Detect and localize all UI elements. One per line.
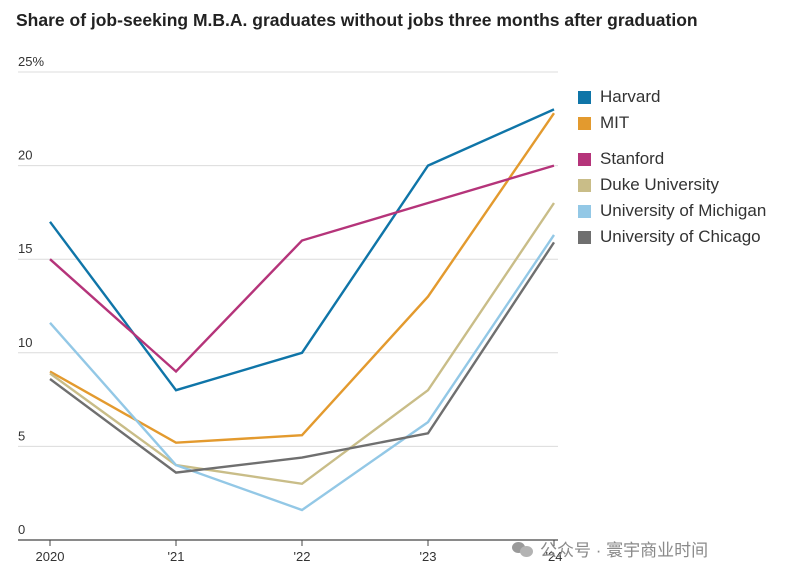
series-line-stanford <box>49 164 555 374</box>
series-line-university-of-chicago <box>49 241 556 474</box>
x-tick-label: 2020 <box>36 549 65 564</box>
y-tick-label: 15 <box>18 241 32 256</box>
y-tick-label: 25% <box>18 54 44 69</box>
legend-item: Duke University <box>578 172 766 198</box>
legend-label: Duke University <box>600 175 720 194</box>
legend-swatch <box>578 178 591 192</box>
chart-title: Share of job-seeking M.B.A. graduates wi… <box>16 10 698 30</box>
y-axis-ticks: 25% 20 15 10 5 0 <box>18 54 44 537</box>
y-tick-label: 10 <box>18 335 32 350</box>
wechat-icon <box>512 540 534 558</box>
x-tick-label: '21 <box>168 549 185 564</box>
x-tick-label: '23 <box>420 549 437 564</box>
gridlines <box>18 71 558 541</box>
series-line-university-of-michigan <box>49 234 555 512</box>
legend-item: University of Chicago <box>578 224 766 250</box>
legend-label: Harvard <box>600 87 661 106</box>
legend-swatch <box>578 152 591 166</box>
watermark-text: 公众号 · 寰宇商业时间 <box>540 541 709 560</box>
legend-label: MIT <box>600 113 630 132</box>
legend-label: Stanford <box>600 149 665 168</box>
legend-item: Harvard <box>578 84 766 110</box>
legend-swatch <box>578 230 591 244</box>
legend-label: University of Michigan <box>600 201 767 220</box>
x-tick-label: '24 <box>546 549 563 564</box>
legend: Harvard MIT Stanford Duke University Univers… <box>578 84 766 250</box>
legend-label: University of Chicago <box>600 227 761 246</box>
legend-item: MIT <box>578 110 766 136</box>
series-line-mit <box>49 112 555 444</box>
y-tick-label: 0 <box>18 522 25 537</box>
legend-swatch <box>578 90 591 104</box>
x-axis-ticks: 2020 '21 '22 '23 '24 <box>36 540 563 564</box>
legend-swatch <box>578 204 591 218</box>
series-lines <box>49 108 556 512</box>
legend-item: Stanford <box>578 146 766 172</box>
series-line-duke-university <box>49 202 555 486</box>
y-tick-label: 20 <box>18 148 32 163</box>
legend-swatch <box>578 116 591 130</box>
y-tick-label: 5 <box>18 428 25 443</box>
x-tick-label: '22 <box>294 549 311 564</box>
watermark: 公众号 · 寰宇商业时间 <box>512 536 708 561</box>
legend-item: University of Michigan <box>578 198 766 224</box>
